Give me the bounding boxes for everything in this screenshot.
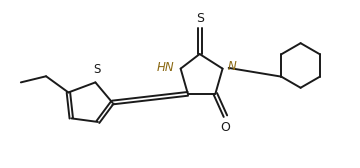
Text: HN: HN bbox=[157, 61, 174, 74]
Text: S: S bbox=[94, 63, 101, 76]
Text: S: S bbox=[195, 12, 204, 25]
Text: O: O bbox=[220, 121, 230, 134]
Text: N: N bbox=[228, 60, 237, 73]
